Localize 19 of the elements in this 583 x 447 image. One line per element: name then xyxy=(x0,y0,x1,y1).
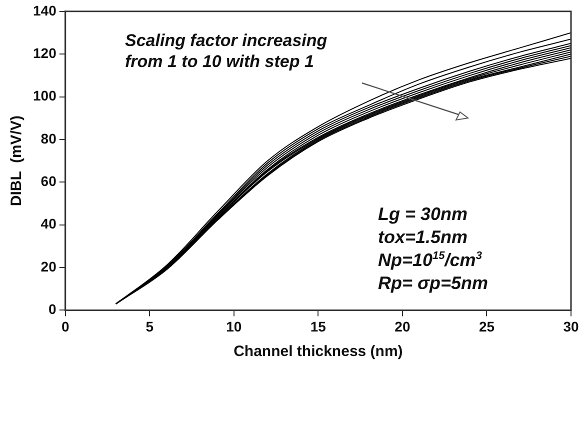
y-tick-label: 80 xyxy=(40,130,57,146)
y-tick-label: 120 xyxy=(33,44,57,61)
y-tick-label: 40 xyxy=(40,216,57,232)
x-tick-label: 10 xyxy=(226,318,242,334)
y-tick-label: 20 xyxy=(40,258,57,274)
y-tick-label: 60 xyxy=(40,173,57,189)
y-tick-label: 140 xyxy=(33,2,57,18)
x-axis-title: Channel thickness (nm) xyxy=(234,343,403,360)
x-tick-label: 15 xyxy=(310,318,326,334)
y-tick-label: 0 xyxy=(48,301,57,318)
x-tick-label: 25 xyxy=(478,318,495,334)
x-tick-label: 20 xyxy=(394,318,410,334)
x-tick-label: 0 xyxy=(61,318,70,334)
y-tick-label: 100 xyxy=(33,88,57,104)
x-tick-label: 30 xyxy=(563,318,579,334)
annotation: Lg = 30nm tox=1.5nm Np=10$^{15}$/cm$^{3}$ Rp= σp=5nm xyxy=(378,203,488,295)
x-tick-label: 5 xyxy=(146,318,154,334)
annotation: Scaling factor increasing from 1 to 10 with step 1 xyxy=(125,30,328,72)
y-axis-title: DIBL (mV/V) xyxy=(8,116,26,206)
